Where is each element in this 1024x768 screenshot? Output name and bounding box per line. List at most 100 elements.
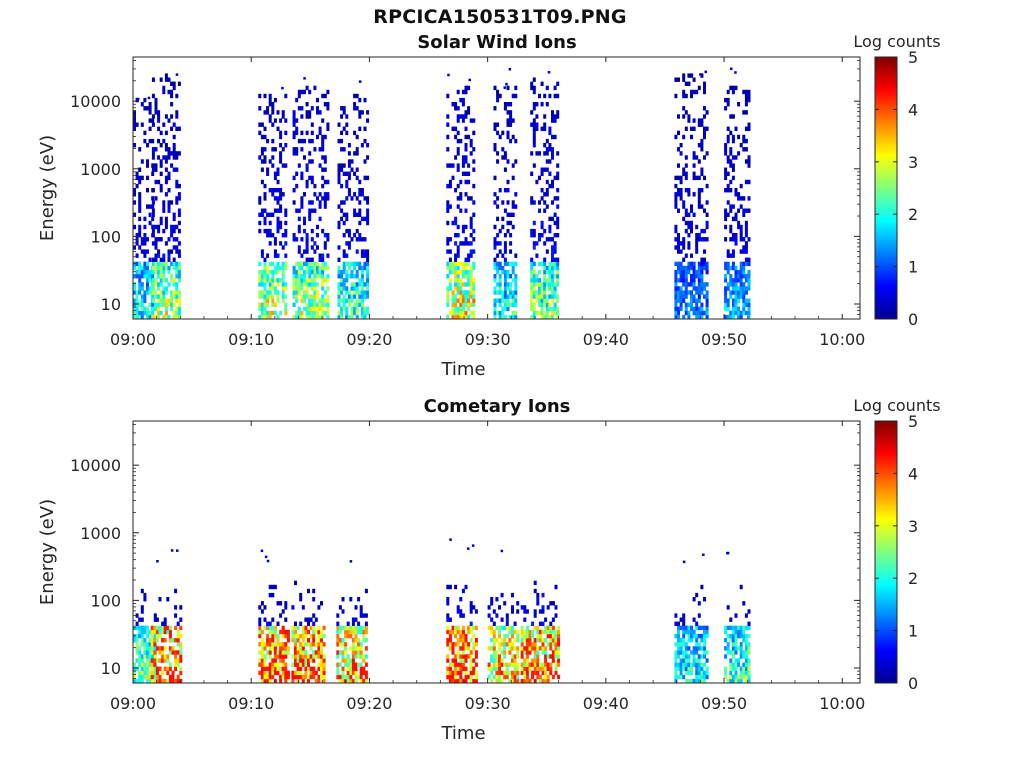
heatmap-cell <box>296 633 300 639</box>
heatmap-cell <box>300 175 304 181</box>
heatmap-cell <box>349 597 353 602</box>
heatmap-cell <box>300 261 304 267</box>
heatmap-cell <box>695 175 699 181</box>
heatmap-cell <box>159 282 163 287</box>
heatmap-cell <box>469 601 473 606</box>
heatmap-cell <box>174 658 178 663</box>
heatmap-cell <box>266 633 270 639</box>
heatmap-cell <box>337 265 341 271</box>
heatmap-cell <box>498 658 501 663</box>
heatmap-cell <box>318 200 322 205</box>
heatmap-cell <box>263 155 267 160</box>
heatmap-cell <box>731 249 735 254</box>
heatmap-cell <box>697 674 701 680</box>
heatmap-cell <box>313 302 317 307</box>
heatmap-cell <box>729 625 733 631</box>
heatmap-cell <box>279 155 283 160</box>
heatmap-cell <box>695 658 699 663</box>
heatmap-cell <box>138 233 142 238</box>
heatmap-cell <box>726 625 730 631</box>
heatmap-cell <box>266 294 270 299</box>
heatmap-cell <box>167 118 171 123</box>
heatmap-cell <box>276 314 280 320</box>
heatmap-cell <box>153 625 157 631</box>
heatmap-cell <box>695 233 699 238</box>
heatmap-cell <box>140 666 144 671</box>
heatmap-cell <box>305 114 309 119</box>
heatmap-cell <box>360 290 364 295</box>
heatmap-cell <box>674 633 678 639</box>
heatmap-cell <box>310 228 314 234</box>
heatmap-cell <box>353 306 357 312</box>
heatmap-cell <box>350 261 354 267</box>
heatmap-cell <box>742 629 746 635</box>
colorbar-tick-label: 1 <box>908 622 918 641</box>
heatmap-cell <box>148 269 152 275</box>
heatmap-cell <box>684 212 688 217</box>
heatmap-cell <box>337 286 341 291</box>
heatmap-cell <box>734 298 738 303</box>
heatmap-cell <box>167 204 171 209</box>
heatmap-cell <box>284 601 288 606</box>
heatmap-cell <box>461 228 465 234</box>
heatmap-cell <box>464 265 468 271</box>
heatmap-cell <box>140 609 144 614</box>
heatmap-cell <box>540 282 544 287</box>
heatmap-cell <box>528 662 532 667</box>
heatmap-cell <box>268 592 272 598</box>
heatmap-cell <box>467 302 471 307</box>
heatmap-cell <box>355 147 359 152</box>
heatmap-cell <box>697 658 701 663</box>
heatmap-cell <box>303 155 306 160</box>
heatmap-cell <box>159 261 163 267</box>
heatmap-cell <box>281 261 285 267</box>
heatmap-cell <box>276 220 280 226</box>
heatmap-cell <box>148 257 152 262</box>
heatmap-cell <box>357 646 361 651</box>
heatmap-cell <box>684 302 688 307</box>
heatmap-cell <box>338 629 342 635</box>
heatmap-cell <box>498 261 502 267</box>
heatmap-cell <box>724 274 728 279</box>
heatmap-cell <box>294 650 297 655</box>
heatmap-cell <box>318 216 322 222</box>
heatmap-cell <box>498 670 501 676</box>
heatmap-cell <box>271 592 275 598</box>
heatmap-cell <box>446 134 450 140</box>
heatmap-cell <box>690 73 694 77</box>
heatmap-cell <box>729 617 733 622</box>
heatmap-cell <box>679 646 683 651</box>
heatmap-cell <box>342 253 346 258</box>
heatmap-cell <box>454 666 458 671</box>
heatmap-cell <box>692 126 696 131</box>
heatmap-cell <box>464 89 468 95</box>
heatmap-cell <box>553 85 557 91</box>
heatmap-cell <box>548 224 552 230</box>
heatmap-cell <box>530 196 534 201</box>
heatmap-cell <box>175 114 179 119</box>
heatmap-cell <box>459 310 463 316</box>
heatmap-cell <box>532 306 536 312</box>
heatmap-cell <box>320 650 323 655</box>
heatmap-cell <box>705 629 709 635</box>
heatmap-cell <box>337 310 341 316</box>
heatmap-cell <box>276 216 280 222</box>
heatmap-cell <box>175 286 179 291</box>
heatmap-cell <box>303 77 306 80</box>
heatmap-cell <box>679 269 683 275</box>
heatmap-cell <box>337 175 341 181</box>
heatmap-cell <box>340 130 344 136</box>
heatmap-cell <box>509 118 513 123</box>
heatmap-cell <box>525 670 529 676</box>
heatmap-cell <box>492 646 496 651</box>
heatmap-cell <box>305 282 309 287</box>
heatmap-cell <box>448 249 452 254</box>
heatmap-cell <box>360 306 364 312</box>
heatmap-cell <box>703 625 706 631</box>
heatmap-cell <box>345 274 349 279</box>
heatmap-cell <box>511 662 514 667</box>
heatmap-cell <box>464 257 468 262</box>
heatmap-cell <box>700 269 704 275</box>
heatmap-cell <box>268 670 272 676</box>
heatmap-cell <box>677 265 680 271</box>
